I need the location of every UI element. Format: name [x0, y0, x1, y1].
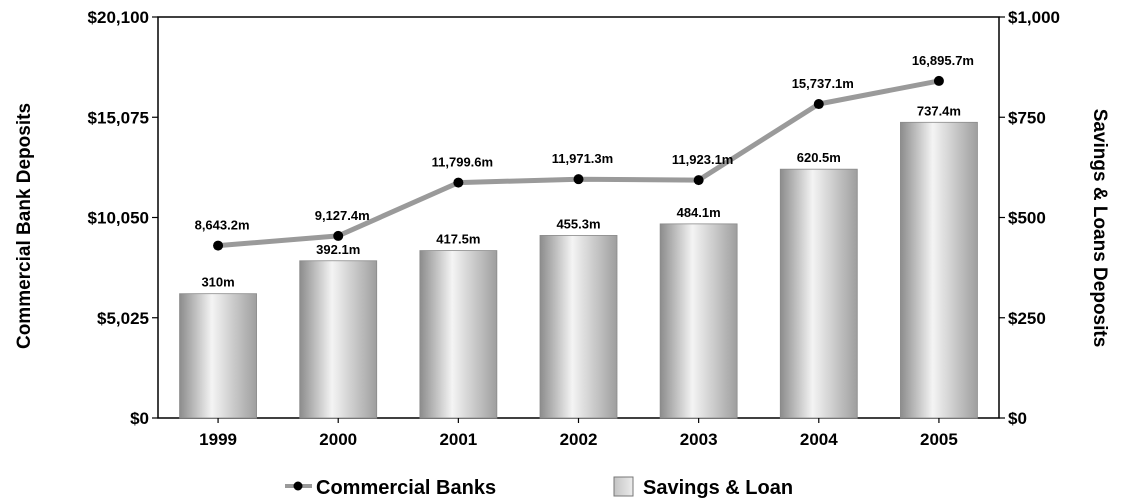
right-y-tick-label: $500	[1008, 209, 1046, 228]
right-y-tick-label: $750	[1008, 108, 1046, 127]
left-y-tick-label: $10,050	[88, 209, 149, 228]
point-commercial-banks-2003	[693, 175, 704, 186]
left-y-tick-label: $5,025	[97, 309, 149, 328]
labels-layer: 310m 392.1m 417.5m 455.3m 484.1m 620.5m 737.4m…	[195, 53, 974, 290]
legend-label-commercial-banks: Commercial Banks	[316, 477, 496, 499]
left-y-tick-label: $0	[130, 409, 149, 428]
point-commercial-banks-2004	[813, 99, 824, 110]
point-label-2004: 15,737.1m	[792, 76, 854, 91]
bar-label-2002: 455.3m	[556, 216, 600, 231]
bar-savings-loan-2004	[779, 168, 858, 419]
x-tick-label-2000: 2000	[319, 430, 357, 449]
bar-savings-loan-2005	[900, 121, 978, 419]
bar-label-2000: 392.1m	[316, 242, 360, 257]
point-label-1999: 8,643.2m	[195, 218, 250, 233]
bar-label-1999: 310m	[201, 275, 234, 290]
x-tick-label-2001: 2001	[439, 430, 477, 449]
point-label-2002: 11,971.3m	[552, 151, 613, 166]
bar-savings-loan-2001	[419, 250, 498, 419]
point-commercial-banks-1999	[213, 240, 224, 251]
point-commercial-banks-2001	[453, 177, 464, 188]
x-tick-label-1999: 1999	[199, 430, 237, 449]
point-commercial-banks-2000	[333, 230, 344, 241]
axes-layer: 1999 2000 2001 2002 2003 2004 2005 $0 $5,025 $10,…	[88, 8, 1060, 449]
x-tick-label-2004: 2004	[800, 430, 838, 449]
x-tick-label-2003: 2003	[680, 430, 718, 449]
x-tick-label-2002: 2002	[560, 430, 598, 449]
right-y-tick-label: $250	[1008, 309, 1046, 328]
legend: Commercial Banks Savings & Loan	[285, 476, 793, 499]
bar-label-2003: 484.1m	[677, 205, 721, 220]
point-commercial-banks-2002	[573, 174, 584, 185]
point-label-2005: 16,895.7m	[912, 53, 974, 68]
point-label-2001: 11,799.6m	[432, 155, 493, 170]
legend-label-savings-loan: Savings & Loan	[643, 477, 793, 499]
x-tick-label-2005: 2005	[920, 430, 958, 449]
bar-savings-loan-1999	[179, 293, 257, 419]
bar-label-2004: 620.5m	[797, 150, 841, 165]
point-commercial-banks-2005	[933, 75, 944, 86]
bar-savings-loan-2000	[299, 260, 378, 419]
right-axis-title: Savings & Loans Deposits	[1089, 109, 1110, 348]
legend-marker-swatch	[293, 481, 303, 491]
bar-savings-loan-2002	[539, 235, 618, 419]
point-label-2003: 11,923.1m	[672, 152, 733, 167]
bar-savings-loan-2003	[659, 223, 738, 419]
left-axis-title: Commercial Bank Deposits	[14, 103, 35, 349]
legend-item-savings-loan: Savings & Loan	[613, 476, 793, 499]
left-y-tick-label: $15,075	[88, 108, 149, 127]
legend-item-commercial-banks: Commercial Banks	[285, 477, 496, 499]
right-y-tick-label: $1,000	[1008, 8, 1060, 27]
left-y-tick-label: $20,100	[88, 8, 149, 27]
bars-layer	[179, 121, 978, 419]
right-y-tick-label: $0	[1008, 409, 1027, 428]
legend-bar-swatch	[613, 476, 634, 497]
bar-label-2001: 417.5m	[436, 232, 480, 247]
bar-label-2005: 737.4m	[917, 103, 961, 118]
line-layer	[213, 75, 944, 251]
point-label-2000: 9,127.4m	[315, 208, 370, 223]
